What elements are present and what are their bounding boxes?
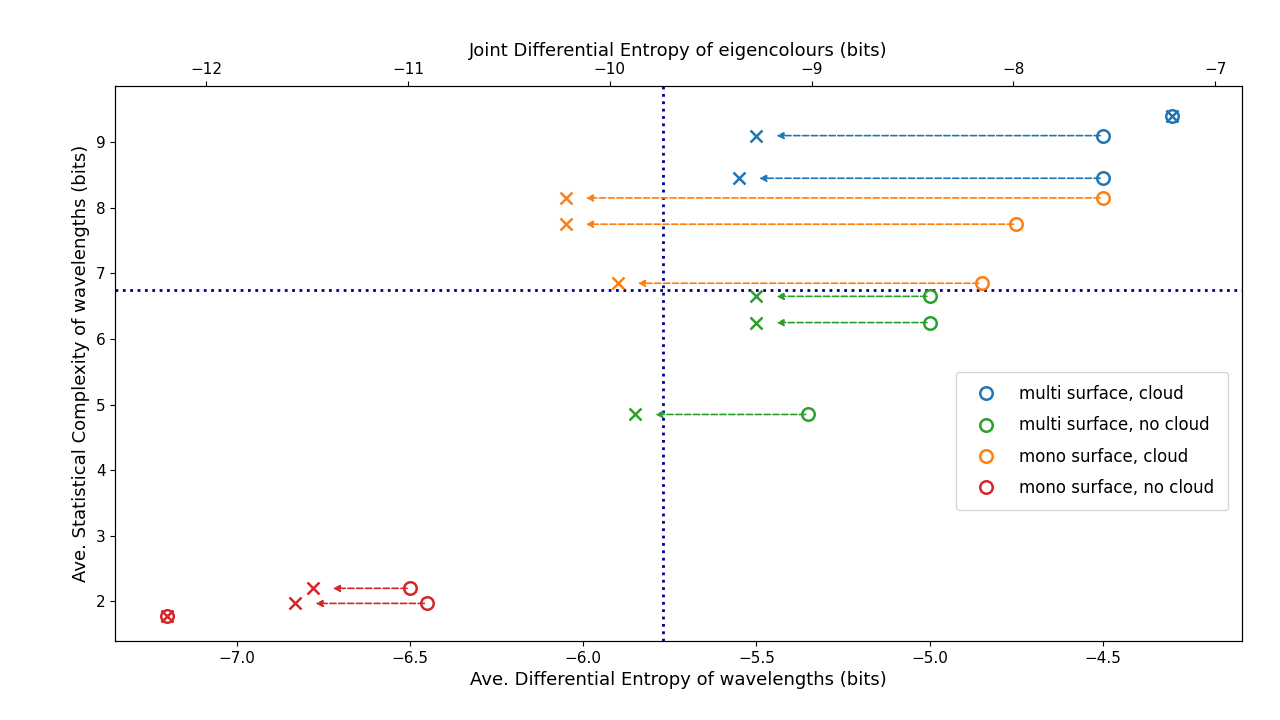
Legend: multi surface, cloud, multi surface, no cloud, mono surface, cloud, mono surface: multi surface, cloud, multi surface, no … <box>956 372 1228 510</box>
X-axis label: Ave. Differential Entropy of wavelengths (bits): Ave. Differential Entropy of wavelengths… <box>470 671 887 689</box>
Y-axis label: Ave. Statistical Complexity of wavelengths (bits): Ave. Statistical Complexity of wavelengt… <box>72 145 90 582</box>
X-axis label: Joint Differential Entropy of eigencolours (bits): Joint Differential Entropy of eigencolou… <box>468 42 888 60</box>
